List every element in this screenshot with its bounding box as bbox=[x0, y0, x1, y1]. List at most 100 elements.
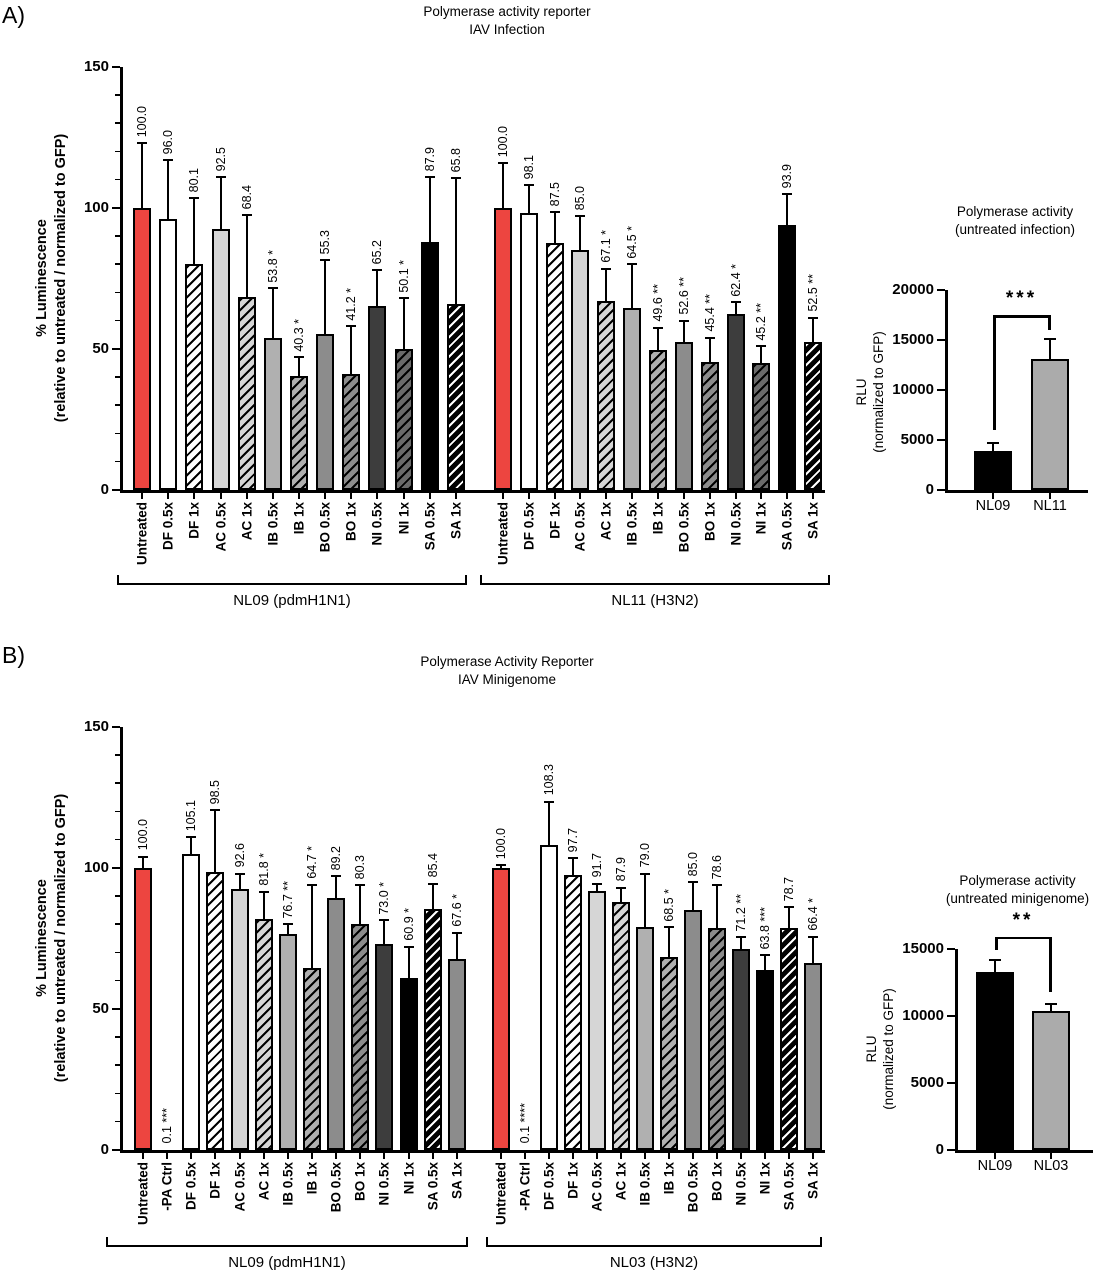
x-tick-label: SA 1x bbox=[805, 1162, 821, 1200]
value-label: 67.1 * bbox=[599, 229, 614, 263]
value-label: 87.9 bbox=[422, 146, 437, 171]
bar-slot: 105.1 DF 0.5x bbox=[179, 727, 203, 1210]
error-bar bbox=[572, 858, 574, 876]
y-axis-tick bbox=[947, 1149, 955, 1151]
error-bar-cap bbox=[450, 177, 461, 180]
y-axis-tick bbox=[112, 348, 120, 350]
error-bar bbox=[142, 856, 145, 869]
error-bar bbox=[298, 357, 301, 378]
value-label: 67.6 * bbox=[449, 894, 464, 927]
value-label: 45.4 ** bbox=[702, 294, 717, 332]
x-tick-label: DF 0.5x bbox=[183, 1162, 199, 1211]
y-axis-title-line2: (relative to untreated / normalized to G… bbox=[53, 793, 69, 1083]
bar bbox=[446, 304, 465, 490]
x-tick-label: NI 1x bbox=[401, 1162, 417, 1195]
group-label: NL11 (H3N2) bbox=[611, 592, 699, 609]
bar-slot: 50.1 * NI 1x bbox=[391, 67, 417, 534]
x-axis-tick bbox=[271, 493, 274, 499]
group-bracket bbox=[106, 1237, 468, 1247]
y-axis-tick bbox=[937, 339, 945, 341]
bar-slot: 100.0 Untreated bbox=[489, 727, 513, 1225]
value-label: 96.0 bbox=[161, 129, 176, 155]
value-label: 105.1 bbox=[184, 799, 199, 831]
x-tick-label: DF 1x bbox=[186, 502, 202, 539]
bar-slot: 63.8 *** NI 1x bbox=[753, 727, 777, 1194]
x-tick-label: NL11 bbox=[1033, 498, 1067, 514]
bar bbox=[804, 341, 823, 490]
bar bbox=[684, 910, 702, 1150]
error-bar-cap bbox=[678, 319, 689, 322]
value-label: 100.0 bbox=[495, 125, 510, 157]
x-axis-tick bbox=[167, 493, 170, 499]
error-bar-cap bbox=[627, 263, 638, 266]
inset-plot-area: 0 5000 10000 15000 20000 NL09 NL11 *** bbox=[892, 281, 1088, 514]
x-tick-label: AC 0.5x bbox=[589, 1162, 605, 1212]
x-tick-label: SA 0.5x bbox=[422, 502, 438, 551]
bar bbox=[342, 373, 361, 490]
x-tick-label: BO 0.5x bbox=[317, 502, 333, 553]
y-tick-label: 20000 bbox=[892, 281, 934, 298]
y-tick-label: 0 bbox=[100, 481, 109, 498]
bar-slot: 108.3 DF 0.5x bbox=[537, 727, 561, 1210]
error-bar bbox=[454, 178, 457, 306]
x-tick-label: Untreated bbox=[493, 1162, 509, 1226]
bar bbox=[974, 451, 1012, 490]
value-label: 92.6 bbox=[232, 843, 247, 868]
bar-slot: 0.1 *** -PA Ctrl bbox=[155, 727, 179, 1210]
x-axis-tick bbox=[548, 1153, 550, 1159]
bar bbox=[519, 213, 538, 490]
error-bar-cap bbox=[688, 881, 698, 884]
bar-slot: 100.0 Untreated bbox=[129, 67, 155, 565]
bar bbox=[540, 844, 558, 1150]
x-axis-tick bbox=[262, 1153, 265, 1159]
bar-slot: 92.5 AC 0.5x bbox=[207, 67, 233, 552]
bar bbox=[700, 361, 719, 490]
y-axis-tick bbox=[115, 376, 120, 378]
error-bar bbox=[350, 326, 353, 375]
x-tick-label: NL03 bbox=[1033, 1158, 1069, 1174]
x-tick-label: NI 0.5x bbox=[376, 1162, 392, 1206]
bar-slot: 52.6 ** BO 0.5x bbox=[671, 67, 697, 552]
bar-group: 100.0 Untreated 98.1 DF 0.5x 87.5 DF 1x 85.0 AC… bbox=[490, 67, 826, 565]
error-bar bbox=[262, 891, 265, 921]
y-axis-tick bbox=[115, 951, 120, 954]
x-axis-tick bbox=[668, 1153, 670, 1159]
bar bbox=[648, 350, 667, 490]
x-tick-label: AC 0.5x bbox=[213, 502, 229, 552]
x-axis-tick bbox=[812, 493, 815, 499]
y-axis-tick bbox=[937, 439, 945, 441]
error-bar-cap bbox=[497, 161, 508, 164]
chart-a-title-block: Polymerase activity reporter IAV Infecti… bbox=[297, 3, 717, 38]
x-axis-tick bbox=[455, 1153, 458, 1159]
bar bbox=[492, 868, 510, 1150]
value-label: 93.9 bbox=[780, 163, 795, 188]
error-bar bbox=[324, 260, 327, 336]
chart-b-title-block: Polymerase Activity Reporter IAV Minigen… bbox=[297, 653, 717, 688]
error-bar bbox=[1050, 1003, 1052, 1012]
y-tick-label: 0 bbox=[100, 1141, 109, 1158]
error-bar bbox=[656, 327, 659, 352]
y-axis-tick bbox=[115, 1120, 120, 1123]
x-tick-label: IB 1x bbox=[650, 502, 666, 535]
value-label: 81.8 * bbox=[256, 853, 271, 886]
x-tick-label: AC 0.5x bbox=[572, 502, 588, 552]
bar-slot: 73.0 * NI 0.5x bbox=[372, 727, 396, 1206]
error-bar-cap bbox=[403, 945, 414, 948]
error-bar-cap bbox=[782, 192, 793, 195]
error-bar-cap bbox=[712, 883, 722, 886]
x-axis-tick bbox=[311, 1153, 314, 1159]
error-bar-cap bbox=[320, 259, 331, 262]
x-tick-label: NL09 bbox=[977, 1158, 1013, 1174]
y-axis-tick bbox=[115, 979, 120, 982]
x-tick-label: NI 0.5x bbox=[728, 502, 744, 546]
error-bar-cap bbox=[267, 287, 278, 290]
group-bracket bbox=[117, 575, 467, 585]
error-bar bbox=[734, 302, 737, 316]
y-axis-tick bbox=[947, 1015, 955, 1017]
bar bbox=[756, 970, 774, 1150]
x-axis-tick bbox=[740, 1153, 742, 1159]
y-tick-label: 150 bbox=[83, 58, 109, 75]
bar bbox=[588, 891, 606, 1150]
error-bar-cap bbox=[652, 326, 663, 329]
y-tick-label: 15000 bbox=[892, 331, 934, 348]
